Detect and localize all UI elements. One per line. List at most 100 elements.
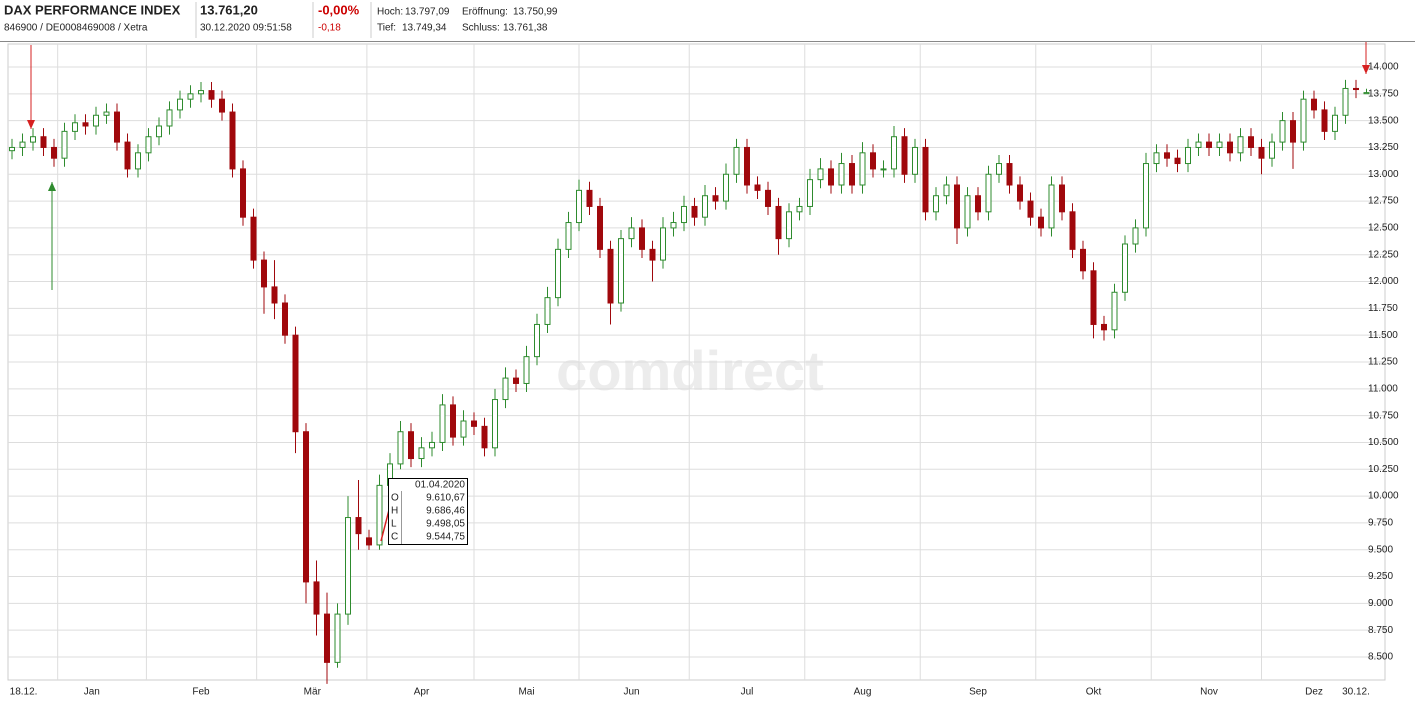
- candle-body: [1321, 109, 1328, 132]
- low-label: Tief:: [377, 23, 396, 34]
- candle-body: [292, 334, 299, 433]
- index-name: DAX PERFORMANCE INDEX: [4, 2, 181, 17]
- candle-body: [481, 425, 488, 449]
- marker-arrow-head: [48, 182, 56, 191]
- candle-body: [1279, 120, 1286, 143]
- candle-body: [61, 130, 68, 159]
- marker-arrow-head: [1362, 65, 1370, 74]
- candle-body: [408, 431, 414, 460]
- y-tick-label: 11.500: [1368, 330, 1398, 341]
- candle-body: [1185, 146, 1191, 165]
- timestamp: 30.12.2020 09:51:58: [200, 23, 292, 34]
- candle-body: [922, 146, 929, 213]
- candle-body: [975, 195, 981, 213]
- y-tick-label: 14.000: [1368, 62, 1399, 73]
- y-tick-label: 13.000: [1368, 169, 1399, 180]
- candle-body: [1206, 141, 1212, 148]
- candle-body: [670, 222, 677, 229]
- candle-body: [775, 205, 782, 240]
- candle-body: [250, 216, 257, 261]
- candle-body: [996, 163, 1002, 175]
- y-tick-label: 9.250: [1368, 571, 1393, 582]
- candle-body: [1143, 163, 1149, 229]
- x-tick-label: Mär: [304, 687, 322, 698]
- candle-body: [807, 179, 813, 207]
- x-tick-label: Nov: [1200, 687, 1218, 698]
- y-tick-label: 10.750: [1368, 410, 1399, 421]
- candle-body: [628, 227, 635, 240]
- x-tick-label: Feb: [192, 687, 210, 698]
- candle-body: [838, 163, 845, 186]
- candle-body: [492, 399, 498, 449]
- candle-body: [1080, 248, 1086, 272]
- candle-body: [240, 168, 246, 218]
- candle-body: [859, 152, 866, 186]
- candle-body: [471, 420, 477, 427]
- candle-body: [1227, 141, 1233, 154]
- candle-body: [114, 111, 120, 143]
- x-tick-label: Okt: [1086, 687, 1102, 698]
- candle-body: [849, 163, 855, 186]
- change-pct: -0,00%: [318, 2, 360, 17]
- candle-body: [156, 125, 162, 138]
- candle-body: [198, 90, 204, 95]
- watermark: comdirect: [556, 339, 824, 402]
- candle-body: [345, 517, 351, 615]
- candle-body: [723, 173, 729, 202]
- candle-body: [166, 109, 173, 127]
- y-tick-label: 9.500: [1368, 544, 1393, 555]
- candle-body: [828, 168, 834, 186]
- candle-body: [639, 227, 645, 250]
- candle-body: [1174, 157, 1181, 165]
- candle-body: [177, 98, 183, 111]
- candle-body: [607, 248, 614, 304]
- high: 13.797,09: [405, 7, 450, 18]
- index-ids: 846900 / DE0008469008 / Xetra: [4, 23, 148, 34]
- y-tick-label: 11.250: [1368, 357, 1398, 368]
- x-tick-label: Mai: [518, 687, 534, 698]
- y-tick-label: 12.750: [1368, 196, 1399, 207]
- candle-body: [19, 141, 26, 148]
- candle-body: [1132, 227, 1139, 245]
- candle-body: [1342, 87, 1349, 116]
- candle-body: [1300, 98, 1307, 143]
- tooltip-value: 9.498,05: [426, 519, 465, 530]
- y-tick-label: 8.750: [1368, 625, 1393, 636]
- open-label: Eröffnung:: [462, 7, 508, 18]
- candle-body: [586, 189, 593, 207]
- y-tick-label: 11.750: [1368, 303, 1398, 314]
- candle-body: [9, 146, 15, 152]
- candle-body: [72, 122, 78, 132]
- y-tick-label: 10.500: [1368, 437, 1399, 448]
- y-tick-label: 13.500: [1368, 115, 1399, 126]
- candle-body: [576, 189, 582, 224]
- tooltip-label: H: [391, 506, 398, 517]
- candle-body: [366, 537, 372, 546]
- y-tick-label: 10.250: [1368, 464, 1399, 475]
- candle-body: [733, 146, 740, 175]
- candle-body: [1027, 200, 1034, 218]
- candle-body: [712, 195, 719, 202]
- candle-body: [1111, 291, 1118, 331]
- tooltip-label: O: [391, 493, 399, 504]
- candle-body: [282, 302, 288, 336]
- candle-body: [1038, 216, 1044, 229]
- x-tick-label: Jul: [741, 687, 754, 698]
- candle-body: [796, 205, 803, 213]
- candle-body: [880, 168, 887, 171]
- y-tick-label: 12.500: [1368, 223, 1399, 234]
- candle-body: [1048, 184, 1055, 229]
- x-tick-label: Sep: [969, 687, 987, 698]
- candle-body: [208, 90, 215, 100]
- candle-body: [702, 195, 708, 218]
- candle-body: [964, 195, 971, 229]
- tooltip-value: 9.610,67: [426, 493, 465, 504]
- candle-body: [1248, 136, 1254, 148]
- low: 13.749,34: [402, 23, 447, 34]
- y-tick-label: 9.750: [1368, 518, 1393, 529]
- candle-body: [744, 146, 750, 186]
- y-tick-label: 13.250: [1368, 142, 1399, 153]
- tooltip-label: L: [391, 519, 397, 530]
- candle-body: [649, 248, 656, 261]
- y-tick-label: 9.000: [1368, 598, 1393, 609]
